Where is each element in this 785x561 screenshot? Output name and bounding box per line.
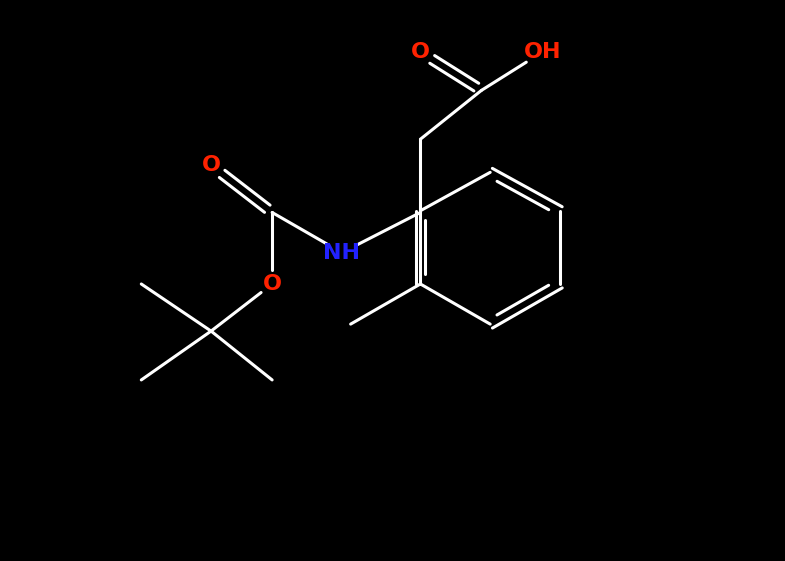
Text: O: O	[263, 274, 282, 294]
Text: NH: NH	[323, 242, 360, 263]
Text: O: O	[411, 42, 430, 62]
Text: O: O	[202, 155, 221, 176]
Text: OH: OH	[524, 42, 561, 62]
